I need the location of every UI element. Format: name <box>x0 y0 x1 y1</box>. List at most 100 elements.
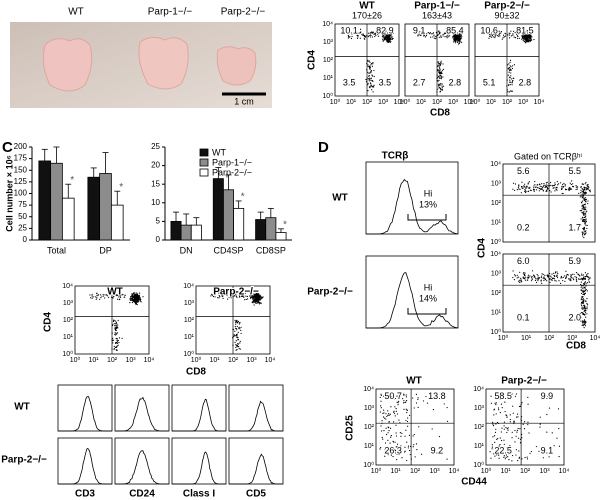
quadrant-value: 3.5 <box>379 77 392 87</box>
event-dot <box>438 30 440 32</box>
event-dot <box>439 74 441 76</box>
event-dot <box>527 403 529 405</box>
event-dot <box>420 31 422 33</box>
significance-mark: * <box>241 192 245 203</box>
event-dot <box>440 35 442 37</box>
event-dot <box>116 298 119 300</box>
event-dot <box>525 39 527 41</box>
event-dot <box>390 406 392 408</box>
event-dot <box>576 188 578 190</box>
event-dot <box>553 272 555 274</box>
event-dot <box>400 435 402 437</box>
event-dot <box>117 324 119 326</box>
event-dot <box>236 296 238 299</box>
event-dot <box>522 39 524 42</box>
event-dot <box>585 208 587 211</box>
event-dot <box>579 312 581 314</box>
event-dot <box>577 273 580 276</box>
event-dot <box>115 346 118 348</box>
event-dot <box>385 413 387 415</box>
event-dot <box>131 297 133 299</box>
event-dot <box>239 342 241 344</box>
event-dot <box>261 297 263 299</box>
event-dot <box>219 295 221 298</box>
quadrant-value: 3.5 <box>343 77 356 87</box>
event-dot <box>537 277 539 279</box>
event-dot <box>239 322 241 324</box>
event-dot <box>583 305 586 308</box>
event-dot <box>585 220 587 222</box>
event-dot <box>380 394 382 396</box>
event-dot <box>371 36 374 38</box>
plot-header: Parp-1−/− <box>414 1 460 12</box>
event-dot <box>519 188 521 190</box>
event-dot <box>96 292 98 294</box>
x-tick-label: 10⁴ <box>394 99 405 106</box>
event-dot <box>394 415 396 417</box>
event-dot <box>527 396 529 398</box>
event-dot <box>404 401 406 404</box>
event-dot <box>444 36 446 38</box>
event-dot <box>439 67 441 69</box>
x-tick-label: 10⁴ <box>449 468 460 475</box>
event-dot <box>417 35 419 37</box>
significance-mark: * <box>119 182 123 193</box>
event-dot <box>573 273 575 275</box>
event-dot <box>491 33 493 36</box>
event-dot <box>419 33 422 35</box>
event-dot <box>385 418 387 420</box>
event-dot <box>537 275 539 277</box>
event-dot <box>570 280 572 282</box>
x-tick-label: 10¹ <box>486 99 497 106</box>
event-dot <box>129 301 131 304</box>
plot-header: Parp-2−/− <box>213 287 259 298</box>
plot-frame <box>485 388 565 466</box>
event-dot <box>517 186 519 189</box>
quadrant-value: 13.8 <box>428 391 446 401</box>
event-dot <box>221 295 223 297</box>
event-dot <box>357 36 359 38</box>
event-dot <box>442 76 444 78</box>
event-dot <box>524 38 527 40</box>
event-dot <box>437 76 439 79</box>
event-dot <box>514 189 516 191</box>
event-dot <box>369 82 371 84</box>
event-dot <box>391 36 393 39</box>
event-dot <box>390 33 392 36</box>
event-dot <box>572 277 574 279</box>
event-dot <box>584 222 586 224</box>
event-dot <box>583 220 585 223</box>
event-dot <box>513 421 515 423</box>
event-dot <box>557 408 560 410</box>
event-dot <box>347 37 349 39</box>
event-dot <box>524 456 526 459</box>
event-dot <box>133 298 135 300</box>
event-dot <box>388 39 390 41</box>
event-dot <box>402 402 405 404</box>
event-dot <box>508 91 511 93</box>
event-dot <box>408 434 411 436</box>
event-dot <box>572 185 574 188</box>
event-dot <box>252 298 254 300</box>
event-dot <box>539 423 541 425</box>
event-dot <box>391 38 393 41</box>
event-dot <box>498 454 500 456</box>
event-dot <box>489 451 491 453</box>
event-dot <box>526 36 528 38</box>
event-dot <box>387 413 390 415</box>
y-tick-label: 10⁴ <box>473 386 484 393</box>
event-dot <box>135 293 137 295</box>
event-dot <box>348 33 351 35</box>
x-tick-label: 10¹ <box>346 99 357 106</box>
event-dot <box>369 66 371 69</box>
event-dot <box>438 435 441 438</box>
event-dot <box>217 297 219 299</box>
event-dot <box>576 280 578 283</box>
event-dot <box>458 42 461 44</box>
event-dot <box>570 275 572 278</box>
x-tick-label: 10¹ <box>500 468 511 475</box>
event-dot <box>529 32 531 34</box>
event-dot <box>238 323 240 325</box>
x-axis-label: CD8 <box>186 367 206 378</box>
event-dot <box>502 34 505 36</box>
